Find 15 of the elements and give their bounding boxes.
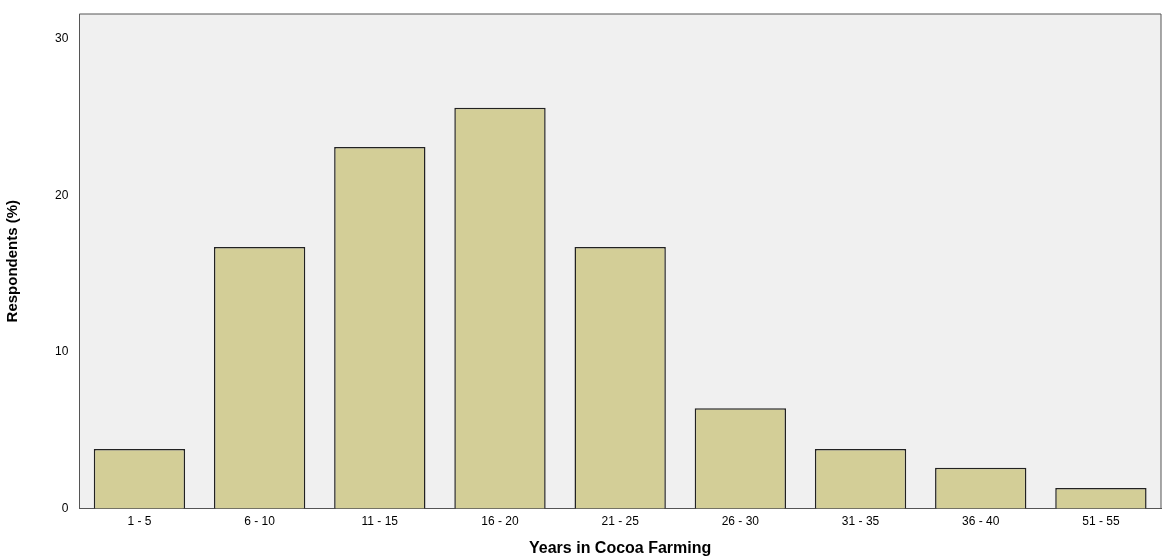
y-tick-label: 30 bbox=[54, 31, 69, 46]
x-axis-title: Years in Cocoa Farming bbox=[529, 538, 712, 556]
y-tick-label: 0 bbox=[61, 500, 69, 515]
x-tick-label: 26 - 30 bbox=[721, 513, 760, 528]
x-tick-label: 21 - 25 bbox=[601, 513, 640, 528]
x-tick-label: 6 - 10 bbox=[244, 513, 276, 528]
y-tick-label: 10 bbox=[54, 344, 69, 359]
x-tick-label: 51 - 55 bbox=[1082, 513, 1120, 528]
x-tick-label: 1 - 5 bbox=[127, 513, 152, 528]
x-tick-label: 11 - 15 bbox=[361, 513, 399, 528]
y-tick-label: 20 bbox=[54, 187, 69, 202]
y-axis-title: Respondents (%) bbox=[3, 199, 21, 323]
x-tick-label: 36 - 40 bbox=[962, 513, 1000, 528]
x-tick-label: 31 - 35 bbox=[841, 513, 880, 528]
x-tick-label: 16 - 20 bbox=[481, 513, 519, 528]
